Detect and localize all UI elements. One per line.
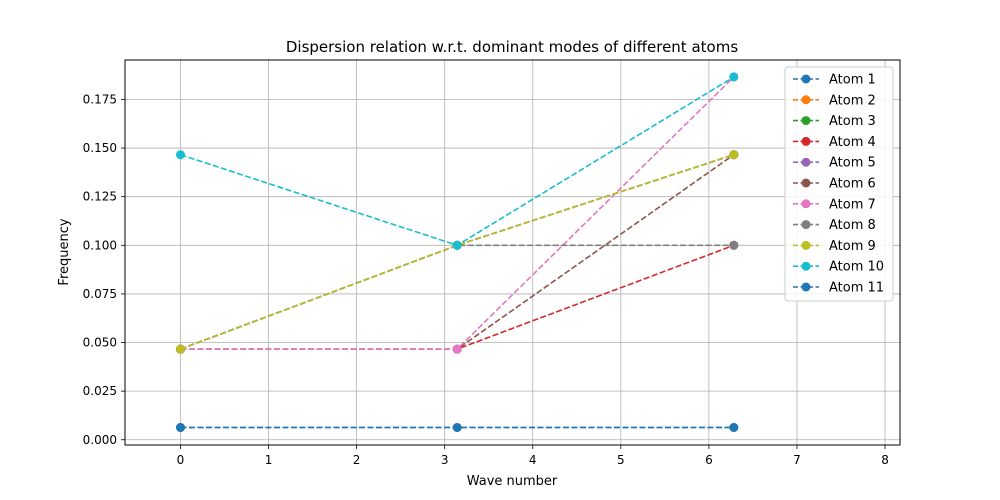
legend-marker [801, 199, 811, 209]
y-tick-label: 0.050 [83, 336, 117, 350]
legend-marker [801, 95, 811, 105]
series-line [180, 153, 735, 350]
legend-label: Atom 1 [829, 73, 876, 88]
chart-title: Dispersion relation w.r.t. dominant mode… [286, 38, 738, 56]
legend-item: Atom 7 [793, 197, 876, 212]
legend-label: Atom 5 [829, 156, 876, 171]
series-layer [175, 72, 739, 432]
series-line [180, 244, 735, 350]
series-7 [175, 72, 739, 354]
legend-marker [801, 157, 811, 167]
series-line [180, 153, 735, 350]
y-tick-label: 0.150 [83, 141, 117, 155]
data-point [175, 150, 185, 160]
data-point [452, 423, 462, 432]
legend-marker [801, 240, 811, 250]
data-point [729, 72, 739, 82]
series-line [180, 153, 735, 350]
series-8 [175, 240, 739, 354]
legend-marker [801, 178, 811, 188]
legend-item: Atom 9 [793, 239, 876, 254]
legend-marker [801, 261, 811, 271]
series-line [180, 153, 735, 350]
data-point [729, 423, 739, 432]
x-tick-label: 8 [881, 453, 889, 467]
legend-marker [801, 282, 811, 292]
data-point [729, 240, 739, 250]
y-tick-label: 0.075 [83, 287, 117, 301]
legend-label: Atom 3 [829, 114, 876, 129]
legend-label: Atom 4 [829, 135, 876, 150]
data-point [452, 344, 462, 354]
plot-area [124, 59, 901, 446]
y-tick-label: 0.125 [83, 190, 117, 204]
y-axis-label: Frequency [57, 218, 72, 285]
legend: Atom 1 Atom 2 Atom 3 Atom 4 Atom 5 Atom 6 Atom… [784, 66, 894, 302]
series-4 [175, 240, 739, 354]
y-tick-label: 0.100 [83, 238, 117, 252]
y-tick-label: 0.175 [83, 92, 117, 106]
legend-label: Atom 6 [829, 177, 876, 192]
x-tick-label: 1 [265, 453, 273, 467]
series-line [180, 244, 734, 350]
legend-marker [801, 220, 811, 230]
legend-label: Atom 2 [829, 93, 876, 108]
data-point [729, 150, 739, 160]
legend-item: Atom 2 [793, 93, 876, 108]
y-tick-label: 0.000 [83, 433, 117, 447]
x-tick-label: 0 [177, 453, 185, 467]
legend-item: Atom 8 [793, 218, 876, 233]
legend-label: Atom 9 [829, 239, 876, 254]
data-point [175, 423, 185, 432]
legend-marker [801, 136, 811, 146]
x-axis: 0 1 2 3 4 5 6 7 8 [177, 445, 889, 467]
legend-label: Atom 7 [829, 197, 876, 212]
x-tick-label: 3 [441, 453, 449, 467]
y-tick-label: 0.025 [83, 384, 117, 398]
x-tick-label: 6 [705, 453, 713, 467]
legend-item: Atom 1 [793, 73, 876, 88]
x-tick-label: 2 [353, 453, 361, 467]
x-tick-label: 7 [793, 453, 801, 467]
x-tick-label: 5 [617, 453, 625, 467]
legend-label: Atom 8 [829, 218, 876, 233]
legend-marker [801, 116, 811, 126]
legend-item: Atom 5 [793, 156, 876, 171]
legend-item: Atom 6 [793, 177, 876, 192]
data-point [452, 240, 462, 250]
series-11 [175, 423, 739, 432]
series-line [180, 76, 735, 247]
legend-frame [784, 66, 894, 302]
series-line [180, 154, 735, 350]
series-10 [175, 72, 739, 250]
x-tick-label: 4 [529, 453, 537, 467]
legend-marker [801, 74, 811, 84]
x-axis-label: Wave number [467, 474, 558, 489]
y-axis: 0.000 0.025 0.050 0.075 0.100 0.125 0.150 0.175 [83, 92, 125, 447]
series-9 [175, 150, 739, 354]
legend-label: Atom 10 [829, 260, 884, 275]
data-point [175, 344, 185, 354]
legend-item: Atom 10 [793, 260, 884, 275]
legend-item: Atom 4 [793, 135, 876, 150]
legend-item: Atom 3 [793, 114, 876, 129]
legend-item: Atom 11 [793, 281, 884, 296]
grid [125, 60, 900, 445]
legend-label: Atom 11 [829, 281, 884, 296]
